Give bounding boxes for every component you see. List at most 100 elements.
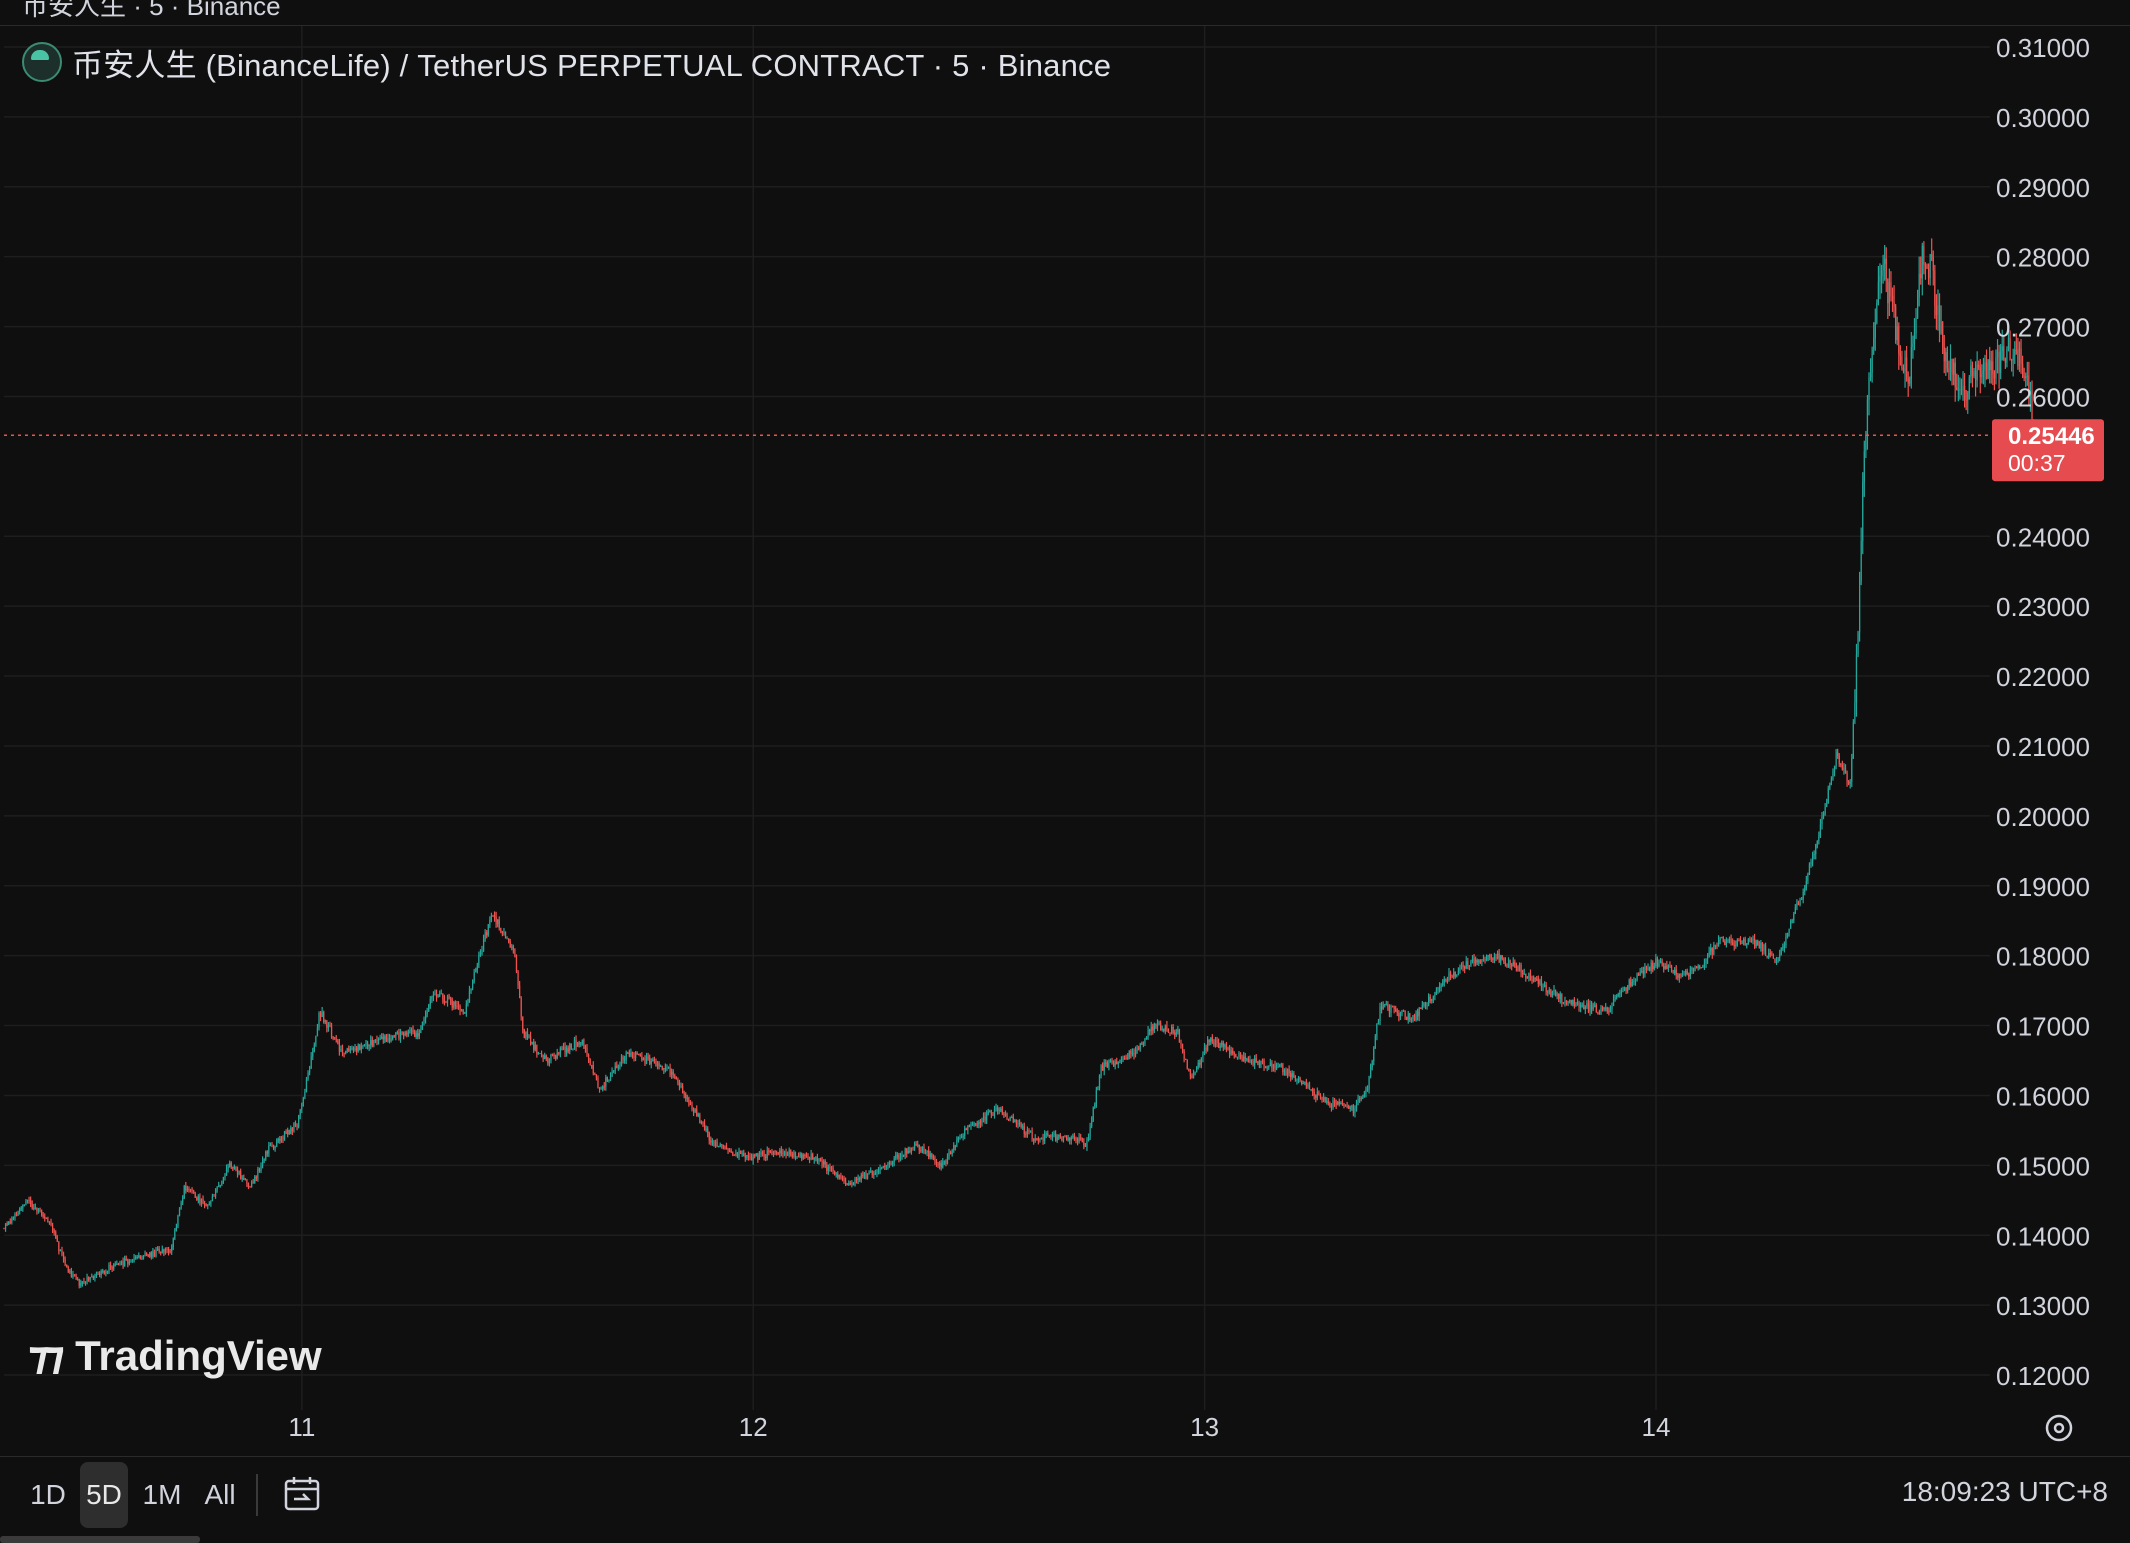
candle-body: [608, 1079, 610, 1082]
range-1d-button[interactable]: 1D: [30, 1479, 66, 1510]
candle-body: [1410, 1019, 1412, 1021]
candle-body: [36, 1207, 38, 1211]
candle-body: [890, 1162, 892, 1165]
candle-body: [691, 1104, 693, 1110]
candle-body: [986, 1114, 988, 1121]
candle-body: [1647, 967, 1649, 970]
candle-body: [1108, 1062, 1110, 1068]
price-chart[interactable]: 0.31000 0.30000 0.29000 0.28000 0.27000 0.260…: [0, 26, 2130, 1454]
candle-body: [866, 1173, 869, 1179]
candle-body: [69, 1270, 71, 1272]
bottom-scrollbar[interactable]: [0, 1536, 200, 1543]
candle-body: [928, 1150, 930, 1157]
candle-body: [1111, 1060, 1113, 1064]
candle-body: [1138, 1048, 1140, 1050]
candle-body: [1102, 1065, 1104, 1071]
candle-body: [1614, 997, 1616, 1000]
candle-body: [1859, 581, 1861, 633]
candle-body: [1965, 399, 1967, 401]
candle-body: [1464, 967, 1466, 969]
candle-body: [287, 1130, 289, 1134]
candle-body: [310, 1056, 312, 1069]
candle-body: [379, 1038, 381, 1040]
candle-body: [329, 1024, 331, 1027]
candle-body: [84, 1281, 87, 1283]
candle-body: [1007, 1118, 1010, 1120]
candle-body: [1218, 1043, 1220, 1049]
candle-body: [348, 1048, 350, 1051]
utc-clock[interactable]: 18:09:23 UTC+8: [1901, 1476, 2108, 1507]
candle-body: [1396, 1011, 1398, 1014]
candle-body: [233, 1166, 235, 1169]
candle-body: [216, 1186, 218, 1190]
candle-body: [1489, 955, 1491, 957]
candle-body: [948, 1152, 950, 1157]
symbol-header[interactable]: 币安人生 (BinanceLife) / TetherUS PERPETUAL …: [22, 40, 1111, 84]
candle-body: [526, 1031, 529, 1038]
candle-body: [197, 1196, 199, 1200]
candle-body: [678, 1083, 681, 1087]
candle-body: [1644, 967, 1646, 975]
price-tick-label: 0.12000: [1996, 1361, 2090, 1391]
range-1m-button[interactable]: 1M: [142, 1479, 182, 1510]
candle-body: [373, 1040, 375, 1046]
candle-body: [1230, 1050, 1232, 1055]
candle-body: [1575, 1003, 1577, 1006]
candle-body: [956, 1139, 958, 1147]
candle-body: [473, 971, 475, 982]
candle-body: [58, 1241, 60, 1252]
candle-body: [1982, 370, 1985, 375]
range-5d-button[interactable]: 5D: [80, 1462, 128, 1528]
candle-body: [1793, 913, 1795, 921]
candle-body: [153, 1251, 156, 1257]
candle-body: [1228, 1049, 1231, 1055]
candle-body: [537, 1053, 540, 1055]
candle-body: [2006, 348, 2008, 363]
candle-body: [520, 997, 522, 1017]
candle-body: [1605, 1007, 1607, 1009]
candle-body: [1694, 967, 1696, 971]
candle-body: [2018, 348, 2021, 367]
candle-body: [1147, 1030, 1149, 1037]
candle-body: [356, 1047, 358, 1052]
candle-body: [1045, 1133, 1047, 1135]
candle-body: [1830, 779, 1832, 785]
candle-body: [263, 1158, 265, 1161]
range-all-button[interactable]: All: [204, 1479, 236, 1510]
candle-body: [1802, 891, 1804, 900]
candle-body: [1551, 991, 1554, 997]
candle-body: [719, 1144, 721, 1147]
candle-body: [868, 1172, 870, 1174]
candle-body: [1418, 1007, 1420, 1017]
candle-body: [1507, 959, 1510, 968]
candle-body: [1420, 1007, 1422, 1009]
candle-body: [815, 1157, 817, 1159]
candle-body: [1921, 245, 1923, 279]
price-axis[interactable]: 0.31000 0.30000 0.29000 0.28000 0.27000 0.260…: [1996, 33, 2090, 1391]
candle-body: [59, 1250, 62, 1252]
candle-body: [229, 1162, 231, 1167]
candle-body: [713, 1140, 715, 1146]
candle-body: [1570, 1000, 1572, 1005]
settings-gear-icon[interactable]: [2043, 1412, 2075, 1444]
go-to-date-icon[interactable]: [282, 1474, 322, 1514]
candle-body: [1548, 989, 1550, 992]
candle-body: [1329, 1102, 1331, 1106]
candle-body: [191, 1189, 193, 1191]
candle-body: [630, 1052, 632, 1056]
candle-body: [434, 994, 436, 996]
symbol-title[interactable]: 币安人生 (BinanceLife) / TetherUS PERPETUAL …: [72, 47, 1112, 83]
candle-body: [498, 919, 500, 929]
time-axis[interactable]: 11 12 13 14: [288, 1412, 1670, 1442]
candle-body: [1971, 365, 1974, 377]
candle-body: [1473, 958, 1475, 964]
candle-body: [1323, 1097, 1325, 1100]
candle-body: [1103, 1062, 1105, 1071]
candle-body: [1076, 1139, 1079, 1142]
candle-body: [135, 1257, 137, 1259]
candle-body: [244, 1179, 246, 1181]
tradingview-watermark[interactable]: ⁊⁊ TradingView: [28, 1332, 322, 1380]
candle-body: [99, 1274, 101, 1276]
candle-body: [410, 1029, 413, 1032]
candle-body: [992, 1114, 994, 1116]
